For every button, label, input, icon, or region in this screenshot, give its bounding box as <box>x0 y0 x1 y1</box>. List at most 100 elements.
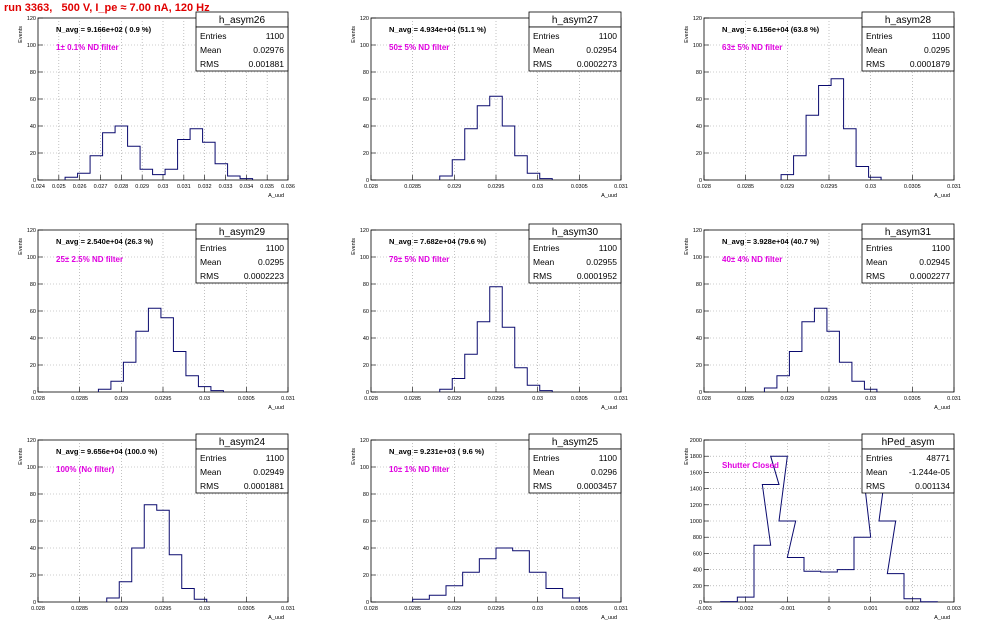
filter-annotation: 1± 0.1% ND filter <box>56 43 119 52</box>
x-axis-title: A_uud <box>268 193 284 199</box>
stats-label: Entries <box>200 243 226 253</box>
histogram-line <box>64 125 254 180</box>
x-tick-label: -0.001 <box>780 606 796 612</box>
x-tick-label: 0.0305 <box>571 396 588 402</box>
stats-value: 1100 <box>932 243 951 253</box>
stats-value: 1100 <box>932 31 951 41</box>
x-tick-label: 0.036 <box>281 184 295 190</box>
stats-label: Mean <box>533 257 555 267</box>
y-tick-label: 0 <box>366 390 369 396</box>
stats-box <box>528 26 622 72</box>
x-tick-label: 0.031 <box>947 184 961 190</box>
x-tick-label: 0.029 <box>780 184 794 190</box>
y-tick-label: 40 <box>696 336 702 342</box>
y-tick-label: 1600 <box>690 470 702 476</box>
y-tick-label: 100 <box>27 465 36 471</box>
y-tick-label: 100 <box>693 43 702 49</box>
y-tick-label: 1200 <box>690 503 702 509</box>
x-tick-label: 0.029 <box>135 184 149 190</box>
x-tick-label: 0.03 <box>158 184 169 190</box>
y-tick-label: 40 <box>30 336 36 342</box>
stats-box <box>528 448 622 494</box>
stats-value: 1100 <box>266 453 285 463</box>
y-axis-title: Events <box>18 448 24 465</box>
navg-label: N_avg = 9.231e+03 ( 9.6 %) <box>389 447 485 456</box>
x-tick-label: 0.0285 <box>404 396 421 402</box>
x-tick-label: 0.03 <box>532 606 543 612</box>
y-tick-label: 80 <box>696 70 702 76</box>
histogram-name: h_asym26 <box>219 15 266 26</box>
x-tick-label: 0.028 <box>31 606 45 612</box>
x-tick-label: -0.002 <box>738 606 754 612</box>
navg-label: N_avg = 7.682e+04 (79.6 %) <box>389 237 487 246</box>
x-tick-label: 0.0285 <box>71 606 88 612</box>
stats-value: 0.02976 <box>253 45 284 55</box>
stats-value: 0.02949 <box>253 467 284 477</box>
stats-label: Mean <box>533 467 555 477</box>
y-tick-label: 800 <box>693 535 702 541</box>
stats-box <box>528 238 622 284</box>
navg-label: N_avg = 2.540e+04 (26.3 %) <box>56 237 154 246</box>
x-tick-label: 0.029 <box>114 396 128 402</box>
x-tick-label: 0.029 <box>447 396 461 402</box>
histogram-line <box>439 95 553 180</box>
histogram-line <box>439 286 553 392</box>
x-tick-label: 0.028 <box>31 396 45 402</box>
y-tick-label: 100 <box>27 43 36 49</box>
x-axis-title: A_uud <box>934 193 950 199</box>
y-tick-label: 60 <box>363 519 369 525</box>
filter-annotation: 79± 5% ND filter <box>389 255 449 264</box>
x-axis-title: A_uud <box>601 193 617 199</box>
stats-value: 1100 <box>266 31 285 41</box>
y-tick-label: 0 <box>33 178 36 184</box>
stats-label: RMS <box>200 59 219 69</box>
stats-value: 0.0295 <box>258 257 284 267</box>
navg-label: N_avg = 9.166e+02 ( 0.9 %) <box>56 25 152 34</box>
filter-annotation: 40± 4% ND filter <box>722 255 782 264</box>
stats-value: 0.001881 <box>249 59 285 69</box>
x-axis-title: A_uud <box>601 405 617 411</box>
stats-label: Entries <box>200 453 226 463</box>
x-tick-label: 0.0295 <box>488 396 505 402</box>
histogram-name: h_asym30 <box>552 227 599 238</box>
x-tick-label: 0.0285 <box>737 184 754 190</box>
y-tick-label: 100 <box>360 465 369 471</box>
x-tick-label: 0.031 <box>281 606 295 612</box>
filter-annotation: 50± 5% ND filter <box>389 43 449 52</box>
x-tick-label: 0.0285 <box>404 184 421 190</box>
y-axis-title: Events <box>18 238 24 255</box>
navg-label: N_avg = 4.934e+04 (51.1 %) <box>389 25 487 34</box>
histogram-panel: 0.028 0.0285 0.029 0.0295 0.03 0.0305 0.031 0 20… <box>18 223 295 411</box>
x-tick-label: 0.0305 <box>571 184 588 190</box>
x-tick-label: 0.0295 <box>155 606 172 612</box>
x-tick-label: 0.001 <box>864 606 878 612</box>
x-tick-label: 0.0295 <box>488 184 505 190</box>
x-tick-label: 0.034 <box>239 184 253 190</box>
stats-label: Mean <box>866 467 888 477</box>
y-tick-label: 80 <box>30 70 36 76</box>
x-tick-label: 0.0285 <box>737 396 754 402</box>
y-tick-label: 20 <box>30 573 36 579</box>
stats-box <box>861 26 955 72</box>
x-tick-label: 0.031 <box>614 184 628 190</box>
x-tick-label: 0.028 <box>364 184 378 190</box>
x-tick-label: 0.0295 <box>821 184 838 190</box>
x-tick-label: 0.029 <box>114 606 128 612</box>
y-tick-label: 120 <box>360 438 369 444</box>
y-axis-title: Events <box>684 238 690 255</box>
y-tick-label: 0 <box>699 178 702 184</box>
y-tick-label: 1400 <box>690 487 702 493</box>
histogram-name: h_asym31 <box>885 227 932 238</box>
x-tick-label: 0.035 <box>260 184 274 190</box>
x-tick-label: 0.033 <box>219 184 233 190</box>
stats-value: 1100 <box>599 243 618 253</box>
x-tick-label: 0.0285 <box>71 396 88 402</box>
x-tick-label: 0.028 <box>114 184 128 190</box>
x-axis-title: A_uud <box>268 405 284 411</box>
y-tick-label: 600 <box>693 551 702 557</box>
filter-annotation: 100% (No filter) <box>56 465 115 474</box>
histogram-panel: 0.028 0.0285 0.029 0.0295 0.03 0.0305 0.031 0 20… <box>351 11 628 199</box>
x-tick-label: 0.027 <box>94 184 108 190</box>
filter-annotation: 10± 1% ND filter <box>389 465 449 474</box>
y-tick-label: 40 <box>30 124 36 130</box>
